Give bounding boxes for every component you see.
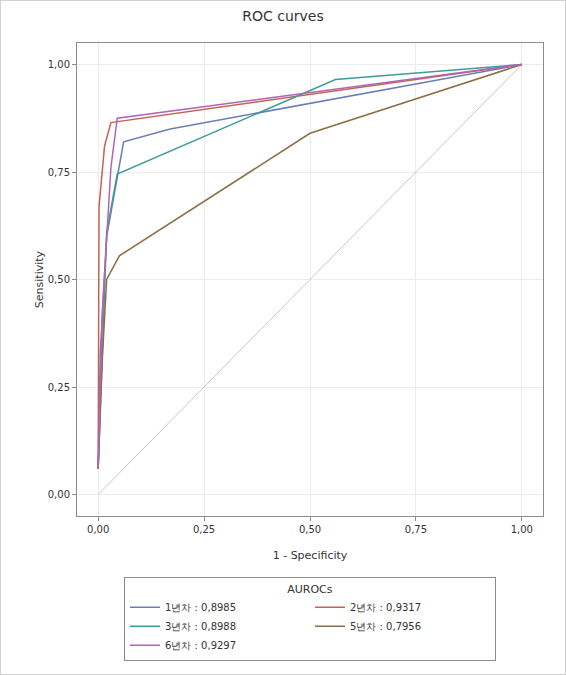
svg-text:0,75: 0,75	[405, 524, 427, 535]
svg-text:Sensitivity: Sensitivity	[33, 250, 46, 308]
svg-text:0,00: 0,00	[48, 489, 70, 500]
svg-text:6년차 : 0,9297: 6년차 : 0,9297	[165, 640, 236, 651]
svg-text:1,00: 1,00	[511, 524, 533, 535]
svg-text:AUROCs: AUROCs	[287, 583, 333, 596]
svg-text:0,00: 0,00	[87, 524, 109, 535]
svg-text:1,00: 1,00	[48, 59, 70, 70]
svg-text:0,25: 0,25	[193, 524, 215, 535]
svg-text:0,25: 0,25	[48, 382, 70, 393]
svg-text:1 - Specificity: 1 - Specificity	[273, 549, 348, 562]
svg-text:0,50: 0,50	[48, 274, 70, 285]
svg-text:3년차 : 0,8988: 3년차 : 0,8988	[165, 621, 236, 632]
svg-text:0,75: 0,75	[48, 167, 70, 178]
svg-text:ROC curves: ROC curves	[242, 8, 324, 24]
svg-text:0,50: 0,50	[299, 524, 321, 535]
svg-text:2년차 : 0,9317: 2년차 : 0,9317	[350, 602, 421, 613]
svg-text:5년차 : 0,7956: 5년차 : 0,7956	[350, 621, 421, 632]
svg-text:1년차 : 0,8985: 1년차 : 0,8985	[165, 602, 236, 613]
